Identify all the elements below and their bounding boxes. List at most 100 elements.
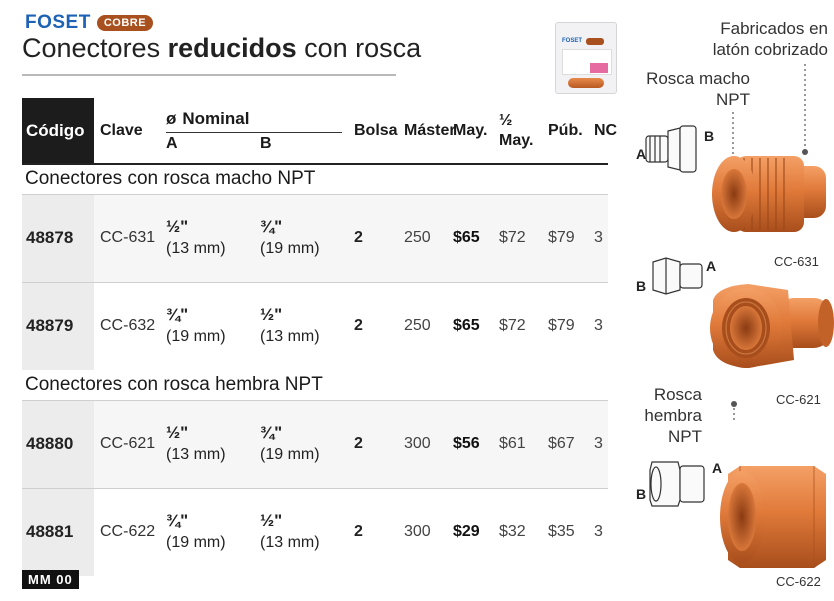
row-size-b: ¾" (19 mm) [260,400,354,489]
caption-cc631: CC-631 [774,254,819,269]
page-title: Conectores reducidos con rosca [22,33,421,64]
row-may: $65 [453,317,480,335]
title-divider [22,74,396,76]
row-size-a: ½" (13 mm) [166,194,260,283]
table-header-row: Código Clave ø Nominal A B Bolsa Máster Ma… [22,98,617,165]
table-row: 48879 CC-632 ¾" (19 mm) ½" (13 mm) 2 250 $… [22,282,608,370]
row-half-may: $72 [499,194,548,283]
table-row: 48881 CC-622 ¾" (19 mm) ½" (13 mm) 2 300 $… [22,488,608,576]
header-nc: NC [594,98,617,165]
header-b: B [260,134,272,152]
row-bolsa: 2 [354,523,363,541]
row-size-b: ½" (13 mm) [260,305,320,346]
fitting-cc631 [712,156,826,232]
row-half-may: $61 [499,400,548,489]
package-image: FOSET [555,22,617,94]
row-codigo: 48881 [22,488,94,576]
section-row-macho: Conectores con rosca macho NPT [22,164,608,195]
header-bolsa: Bolsa [354,98,404,165]
row-size-b: ¾" (19 mm) [260,194,354,283]
row-may: $65 [453,194,499,283]
header-master: Máster [404,98,456,165]
leader-dot-hembra [731,401,737,407]
row-nc: 3 [594,523,603,541]
package-fitting [568,78,604,88]
header-half-may: ½ May. [499,98,548,165]
section-title: Conectores con rosca macho NPT [22,164,608,195]
line-drawing-reduccion [652,257,703,295]
leader-dot-material [802,149,808,155]
title-normal: Conectores [22,33,168,63]
header-a: A [166,134,178,152]
row-master: 250 [404,194,453,283]
label-a-reduccion: A [706,258,717,274]
package-label [590,63,608,73]
brand: FOSET COBRE [25,12,154,34]
row-bolsa: 2 [354,400,404,489]
row-master: 250 [404,317,431,335]
row-half-may: $72 [499,317,526,335]
row-master: 300 [404,400,453,489]
section-title: Conectores con rosca hembra NPT [22,370,608,401]
product-table: Código Clave ø Nominal A B Bolsa Máster Ma… [22,98,617,576]
header-clave: Clave [94,98,166,165]
title-bold: reducidos [167,33,297,63]
row-nc: 3 [594,317,603,335]
half-may-top: ½ [499,111,513,129]
product-illustrations: Fabricados en latón cobrizado Rosca macho… [618,0,834,601]
row-size-b: ½" (13 mm) [260,511,320,552]
line-drawing-macho [645,125,697,173]
header-nominal: ø Nominal A B [166,98,354,165]
package-logo: FOSET [562,38,583,44]
fittings-drawing [645,64,834,568]
header-codigo: Código [22,98,94,165]
nominal-symbol: ø [166,108,177,128]
row-size-a: ½" (13 mm) [166,400,260,489]
row-bolsa: 2 [354,317,363,335]
fitting-cc622 [720,466,826,568]
row-pub: $35 [548,523,575,541]
row-pub: $67 [548,400,594,489]
row-codigo: 48879 [22,282,94,370]
table-row: 48880 CC-621 ½" (13 mm) ¾" (19 mm) 2 300 $… [22,400,608,489]
row-nc: 3 [594,194,608,283]
line-drawing-hembra [649,461,705,507]
row-may: $29 [453,523,480,541]
caption-cc621: CC-621 [776,392,821,407]
package-tag [586,38,604,45]
nominal-rule [166,131,342,133]
package-card [562,49,612,75]
footer-code: MM 00 [22,570,79,589]
hembra-note: Rosca hembra NPT [644,385,702,446]
title-rest: con rosca [296,33,422,63]
row-codigo: 48880 [22,400,94,489]
row-clave: CC-621 [94,400,166,489]
row-nc: 3 [594,400,608,489]
table-row: 48878 CC-631 ½" (13 mm) ¾" (19 mm) 2 250 $… [22,194,608,283]
row-pub: $79 [548,194,594,283]
header-pub: Púb. [548,98,594,165]
row-size-a: ¾" (19 mm) [166,511,226,552]
label-b-hembra: B [636,486,647,502]
brand-name: FOSET [25,12,91,33]
label-a-macho: A [636,146,647,162]
fabricados-note: Fabricados en latón cobrizado [712,19,828,59]
header-may: May. [453,98,499,165]
brand-badge: COBRE [96,15,154,31]
row-clave: CC-622 [100,523,156,541]
row-clave: CC-631 [94,194,166,283]
row-may: $56 [453,400,499,489]
row-master: 300 [404,523,431,541]
nominal-label: Nominal [182,108,250,128]
label-b-macho: B [704,128,715,144]
row-clave: CC-632 [100,317,156,335]
half-may-bottom: May. [499,131,534,149]
row-half-may: $32 [499,523,526,541]
row-pub: $79 [548,317,575,335]
row-bolsa: 2 [354,194,404,283]
section-row-hembra: Conectores con rosca hembra NPT [22,370,608,401]
row-size-a: ¾" (19 mm) [166,305,226,346]
label-b-reduccion: B [636,278,647,294]
macho-note: Rosca macho NPT [646,69,750,109]
caption-cc622: CC-622 [776,574,821,589]
